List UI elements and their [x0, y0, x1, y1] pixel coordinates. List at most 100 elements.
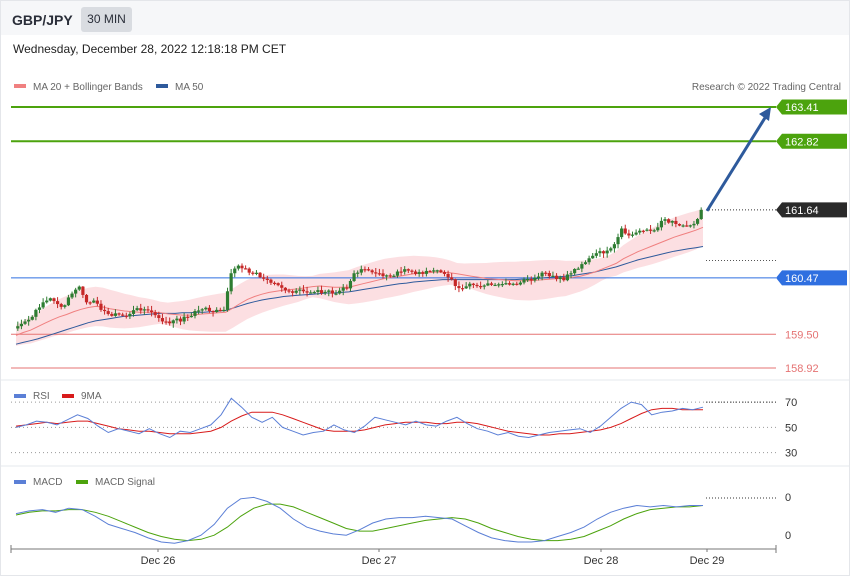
candle-up	[225, 291, 230, 310]
candle-up	[334, 293, 338, 295]
candle-up	[695, 219, 700, 224]
legend-macd-label: MACD	[33, 477, 62, 488]
candle-up	[493, 284, 497, 287]
candle-down	[88, 302, 92, 304]
chart-header: GBP/JPY 30 MIN	[1, 1, 849, 35]
candle-down	[442, 272, 447, 274]
candle-down	[117, 313, 121, 315]
x-tick-label: Dec 27	[362, 555, 397, 567]
candle-down	[399, 271, 403, 273]
x-tick-label: Dec 29	[690, 555, 725, 567]
candle-down	[544, 272, 548, 274]
candle-down	[623, 228, 627, 234]
rsi-panel: 70 50 30	[11, 397, 797, 460]
candle-up	[193, 311, 197, 316]
candle-up	[417, 272, 421, 274]
candle-up	[392, 275, 396, 277]
candle-down	[674, 220, 678, 224]
x-tick-label: Dec 28	[584, 555, 619, 567]
candle-up	[652, 230, 656, 232]
candle-up	[189, 315, 193, 318]
candle-up	[323, 291, 327, 294]
candle-down	[52, 298, 56, 302]
candle-down	[59, 304, 63, 307]
candle-up	[692, 223, 696, 226]
candle-down	[287, 290, 291, 292]
candle-up	[486, 283, 490, 286]
legend-swatch-macd	[14, 480, 26, 484]
candle-up	[432, 270, 436, 272]
legend-swatch-macd-signal	[76, 480, 88, 484]
candle-up	[204, 307, 208, 310]
candle-up	[175, 318, 179, 321]
macd-tick-label: 0	[785, 530, 791, 542]
candle-up	[551, 275, 555, 277]
candle-up	[424, 270, 428, 274]
candle-up	[587, 258, 591, 263]
candle-down	[457, 286, 461, 289]
candle-up	[316, 290, 320, 293]
candle-up	[403, 269, 407, 272]
candle-down	[291, 291, 295, 293]
candle-up	[196, 310, 201, 312]
candle-up	[77, 286, 81, 290]
candle-up	[612, 244, 617, 249]
candle-down	[677, 223, 682, 226]
timeframe-button[interactable]: 30 MIN	[81, 7, 132, 32]
candle-up	[254, 272, 259, 274]
candle-down	[685, 225, 689, 227]
candle-up	[598, 251, 602, 254]
rsi-line	[15, 397, 704, 439]
level-tag-161-64	[776, 202, 847, 218]
candle-up	[634, 232, 638, 235]
macd-line	[15, 496, 703, 544]
candle-down	[421, 272, 425, 274]
candle-down	[102, 309, 107, 312]
price-levels	[11, 106, 776, 369]
candle-up	[312, 292, 316, 294]
candle-up	[573, 269, 577, 274]
candle-up	[565, 274, 570, 281]
candle-up	[576, 268, 580, 270]
candle-up	[348, 280, 353, 289]
candle-down	[84, 294, 89, 303]
level-tag-label: 163.41	[785, 102, 819, 114]
candle-down	[124, 315, 128, 317]
candle-up	[294, 290, 298, 293]
candle-up	[92, 300, 96, 303]
candle-down	[479, 286, 483, 288]
candle-up	[699, 209, 703, 220]
candle-up	[128, 313, 132, 317]
level-tag-160-47	[776, 270, 847, 286]
candle-down	[446, 273, 450, 278]
ma20-line	[15, 226, 704, 336]
candle-up	[222, 309, 226, 312]
legend-swatch-ma50	[156, 84, 168, 88]
candle-down	[562, 277, 566, 281]
candle-up	[616, 237, 620, 245]
level-tag-label: 159.50	[785, 329, 819, 341]
legend-macd-signal-label: MACD Signal	[95, 477, 155, 488]
candle-up	[298, 289, 302, 291]
candle-down	[244, 268, 248, 270]
candle-up	[200, 309, 204, 311]
legend-ma20-label: MA 20 + Bollinger Bands	[33, 82, 143, 93]
arrow-shaft	[705, 112, 770, 212]
x-axis-ticks: Dec 26 Dec 27 Dec 28 Dec 29	[141, 549, 725, 567]
candle-up	[37, 307, 42, 310]
candle-up	[468, 283, 472, 287]
candle-down	[413, 271, 418, 274]
candle-up	[511, 283, 515, 285]
candle-down	[211, 311, 215, 313]
candle-down	[529, 279, 533, 281]
candle-up	[558, 277, 562, 280]
legend-swatch-ma20	[14, 84, 26, 88]
candle-down	[601, 251, 606, 254]
candle-down	[240, 265, 244, 269]
level-tag-label: 161.64	[785, 205, 819, 217]
candle-up	[638, 230, 642, 233]
candle-down	[139, 308, 143, 311]
candle-down	[388, 275, 392, 277]
candle-down	[99, 303, 103, 310]
